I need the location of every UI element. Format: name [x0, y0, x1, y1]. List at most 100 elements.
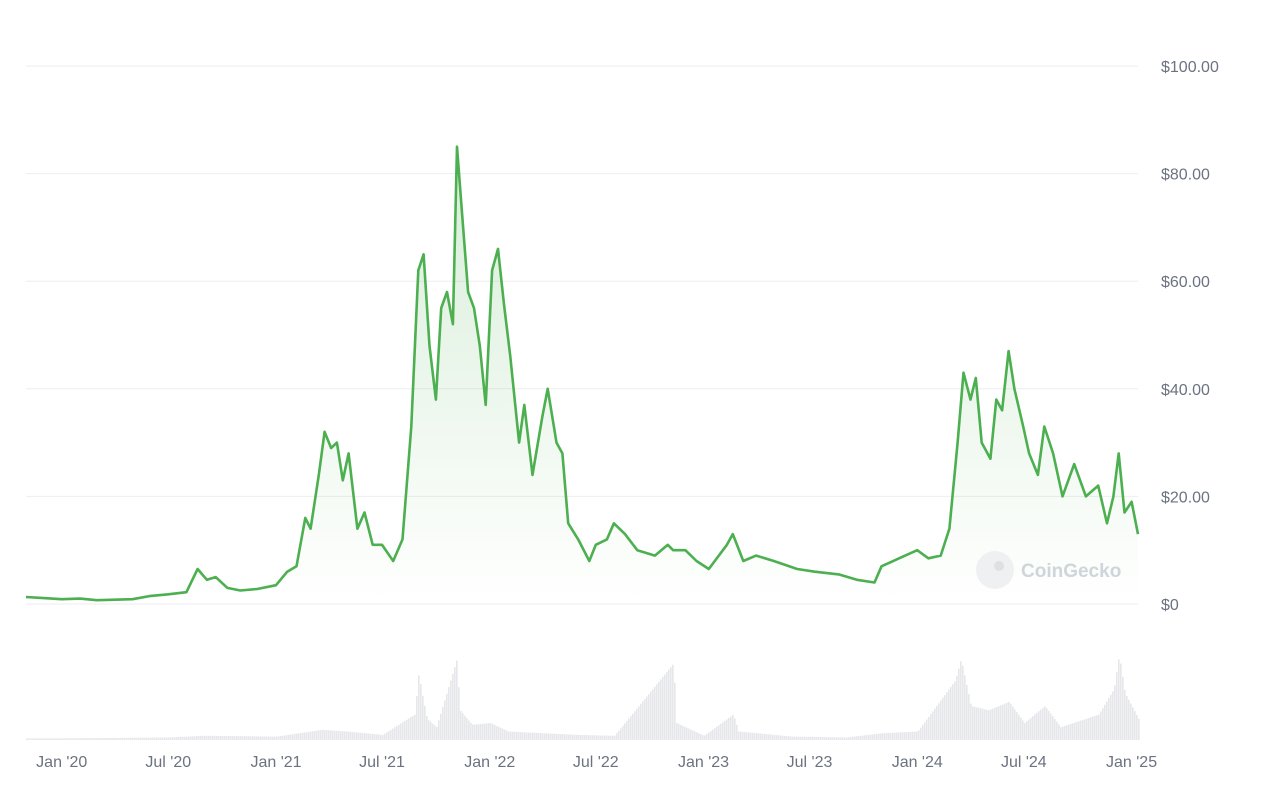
- volume-bar: [982, 709, 984, 740]
- volume-bar: [1130, 704, 1132, 740]
- volume-bar: [514, 732, 516, 740]
- x-tick-label: Jul '21: [359, 754, 405, 771]
- volume-bar: [260, 736, 262, 740]
- volume-bar: [382, 735, 384, 740]
- volume-bar: [652, 689, 654, 740]
- volume-bar: [946, 692, 948, 740]
- watermark-text: CoinGecko: [1021, 561, 1121, 582]
- volume-bar: [764, 734, 766, 740]
- volume-bar: [718, 725, 720, 740]
- volume-bar: [354, 732, 356, 740]
- volume-bar: [436, 727, 438, 740]
- volume-bar: [1104, 705, 1106, 740]
- volume-bar: [310, 732, 312, 740]
- volume-bar: [472, 725, 474, 740]
- volume-bar: [1014, 709, 1016, 740]
- volume-bar: [52, 738, 54, 740]
- volume-bar: [184, 737, 186, 740]
- volume-bar: [362, 733, 364, 740]
- coingecko-logo-icon: [976, 551, 1014, 589]
- volume-bar: [902, 732, 904, 740]
- volume-bar: [454, 667, 456, 740]
- volume-bar: [882, 733, 884, 740]
- volume-bar: [1052, 716, 1054, 740]
- volume-bar: [826, 737, 828, 740]
- volume-bar: [490, 723, 492, 740]
- volume-bar: [944, 695, 946, 740]
- volume-bar: [158, 738, 160, 740]
- volume-bar: [386, 732, 388, 740]
- volume-bar: [1040, 710, 1042, 740]
- volume-bar: [126, 738, 128, 740]
- volume-bar: [398, 725, 400, 740]
- volume-bar: [562, 734, 564, 740]
- volume-bar: [568, 734, 570, 740]
- volume-bar: [896, 733, 898, 740]
- volume-bar: [474, 724, 476, 740]
- volume-bar: [986, 710, 988, 740]
- volume-bar: [222, 736, 224, 740]
- volume-bar: [124, 738, 126, 740]
- volume-bar: [1082, 720, 1084, 740]
- volume-bar: [1126, 696, 1128, 740]
- volume-bar: [160, 738, 162, 740]
- volume-bar: [316, 731, 318, 740]
- volume-bar: [498, 727, 500, 740]
- volume-bar: [542, 733, 544, 740]
- volume-bar: [48, 738, 50, 740]
- volume-bar: [592, 735, 594, 740]
- volume-bar: [196, 736, 198, 740]
- volume-bar: [384, 734, 386, 740]
- volume-bar: [294, 734, 296, 740]
- volume-bar: [934, 709, 936, 740]
- volume-bar: [600, 735, 602, 740]
- volume-bar: [346, 731, 348, 740]
- volume-bar: [528, 732, 530, 740]
- volume-bar: [104, 738, 106, 740]
- volume-bar: [188, 737, 190, 740]
- volume-bar: [526, 732, 528, 740]
- volume-bar: [864, 735, 866, 740]
- volume-bar: [1068, 725, 1070, 740]
- volume-bar: [684, 727, 686, 740]
- volume-bar: [1120, 664, 1122, 740]
- volume-bar: [1010, 704, 1012, 740]
- volume-bar: [610, 736, 612, 740]
- volume-bar: [656, 684, 658, 740]
- volume-bar: [706, 734, 708, 740]
- volume-bar: [424, 706, 426, 740]
- volume-bar: [390, 730, 392, 740]
- y-tick-label: $20.00: [1161, 489, 1210, 506]
- volume-bar: [872, 734, 874, 740]
- volume-bar: [60, 738, 62, 740]
- volume-bar: [666, 672, 668, 740]
- volume-bar: [956, 676, 958, 740]
- volume-bar: [1002, 704, 1004, 740]
- volume-bar: [1110, 695, 1112, 740]
- volume-bar: [620, 728, 622, 740]
- volume-bar: [922, 725, 924, 740]
- volume-bar: [822, 737, 824, 740]
- volume-bar: [554, 734, 556, 740]
- volume-bar: [366, 733, 368, 740]
- volume-bar: [234, 736, 236, 740]
- volume-bar: [636, 709, 638, 740]
- volume-bar: [86, 738, 88, 740]
- volume-bar: [488, 723, 490, 740]
- volume-bar: [418, 675, 420, 740]
- volume-bar: [162, 738, 164, 740]
- volume-bar: [292, 734, 294, 740]
- x-tick-label: Jul '24: [1001, 754, 1047, 771]
- volume-bar: [572, 735, 574, 740]
- volume-bar: [598, 735, 600, 740]
- volume-bar: [644, 699, 646, 740]
- volume-bar: [1016, 712, 1018, 740]
- volume-bar: [664, 675, 666, 740]
- volume-bar: [110, 738, 112, 740]
- volume-bar: [324, 730, 326, 740]
- volume-bars: [26, 659, 1140, 740]
- volume-bar: [72, 738, 74, 740]
- volume-bar: [440, 714, 442, 740]
- volume-bar: [214, 736, 216, 740]
